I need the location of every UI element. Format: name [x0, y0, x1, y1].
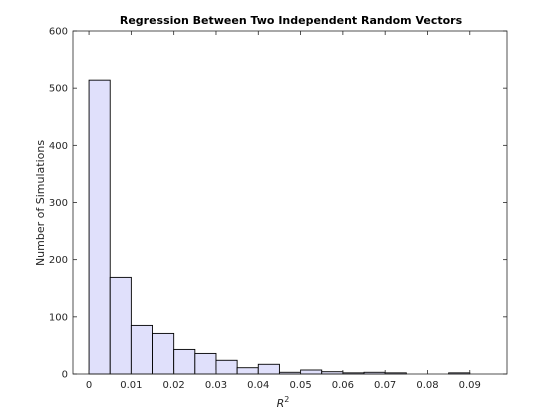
x-tick-label: 0.08 [416, 380, 438, 391]
y-tick-label: 0 [62, 370, 68, 381]
x-axis-label-main: R [277, 397, 285, 410]
x-tick-label: 0.01 [120, 380, 142, 391]
histogram-bar [109, 276, 132, 375]
y-tick-label: 500 [49, 84, 68, 95]
ticks-group: 0 0.01 0.02 0.03 0.04 0.05 0.06 0.07 0.08 0.09 0 10… [49, 27, 507, 391]
y-tick-label: 400 [49, 141, 68, 152]
x-tick-label: 0.03 [205, 380, 227, 391]
x-tick-label: 0 [86, 380, 92, 391]
x-axis-label: R2 [277, 395, 290, 410]
plot-area [73, 31, 507, 374]
histogram-bar [236, 367, 259, 375]
histogram-bar [194, 352, 217, 375]
histogram-bar [130, 324, 153, 375]
histogram-bar [88, 79, 111, 375]
y-tick-label: 600 [49, 27, 68, 38]
x-tick-label: 0.04 [247, 380, 269, 391]
x-axis-label-superscript: 2 [284, 395, 289, 404]
x-tick-label: 0.07 [374, 380, 396, 391]
histogram-bar [152, 332, 175, 375]
histogram-bar [173, 348, 196, 375]
histogram-bar [300, 369, 323, 375]
chart-title: Regression Between Two Independent Rando… [120, 14, 463, 27]
x-tick-label: 0.09 [459, 380, 481, 391]
y-axis-label: Number of Simulations [34, 140, 47, 266]
x-tick-label: 0.05 [289, 380, 311, 391]
bars-group [88, 79, 471, 375]
histogram-bar [215, 359, 238, 375]
y-tick-label: 100 [49, 312, 68, 323]
x-tick-label: 0.02 [163, 380, 185, 391]
y-tick-label: 300 [49, 198, 68, 209]
x-tick-label: 0.06 [332, 380, 354, 391]
y-tick-label: 200 [49, 255, 68, 266]
histogram-bar [257, 363, 280, 375]
